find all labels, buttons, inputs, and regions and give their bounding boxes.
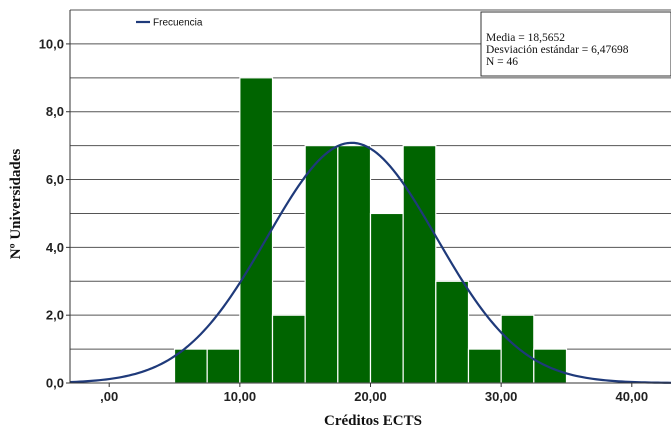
y-tick-label: 10,0 <box>39 36 64 51</box>
x-tick-label: 20,00 <box>354 389 387 404</box>
histogram-bars <box>173 77 568 384</box>
y-axis-title: Nº Universidades <box>8 149 24 260</box>
y-tick-label: 6,0 <box>46 172 64 187</box>
legend-label: Frecuencia <box>153 18 203 29</box>
histogram-bar <box>271 314 306 384</box>
y-tick-label: 0,0 <box>46 376 64 391</box>
histogram-bar <box>206 348 241 384</box>
normal-curve <box>69 141 671 384</box>
histogram-bar <box>533 348 568 384</box>
tick-labels: 0,0 2,0 4,0 6,0 8,0 10,0 ,00 10,00 20,00 30,00 40,… <box>39 36 648 404</box>
x-axis-title: Créditos ECTS <box>324 413 422 429</box>
normal-curve-layer <box>69 141 671 384</box>
histogram-bar <box>239 77 274 384</box>
y-tick-label: 4,0 <box>46 240 64 255</box>
stats-mean: Media = 18,5652 <box>486 32 565 44</box>
stats-sd: Desviación estándar = 6,47698 <box>486 44 629 56</box>
y-tick-label: 8,0 <box>46 104 64 119</box>
histogram-bar <box>467 348 502 384</box>
histogram-bar <box>304 145 339 384</box>
x-tick-label: ,00 <box>100 389 118 404</box>
x-tick-label: 40,00 <box>616 389 649 404</box>
histogram-bar <box>337 145 372 384</box>
y-tick-label: 2,0 <box>46 308 64 323</box>
histogram-bar <box>369 212 404 384</box>
histogram-bar <box>402 145 437 384</box>
stats-box: Media = 18,5652 Desviación estándar = 6,… <box>480 11 671 77</box>
stats-n: N = 46 <box>486 56 518 68</box>
stats-box-frame <box>480 11 671 77</box>
histogram-bar <box>173 348 208 384</box>
x-tick-label: 30,00 <box>485 389 518 404</box>
x-tick-label: 10,00 <box>224 389 257 404</box>
histogram-bar <box>435 280 470 384</box>
legend: Frecuencia <box>136 18 203 29</box>
